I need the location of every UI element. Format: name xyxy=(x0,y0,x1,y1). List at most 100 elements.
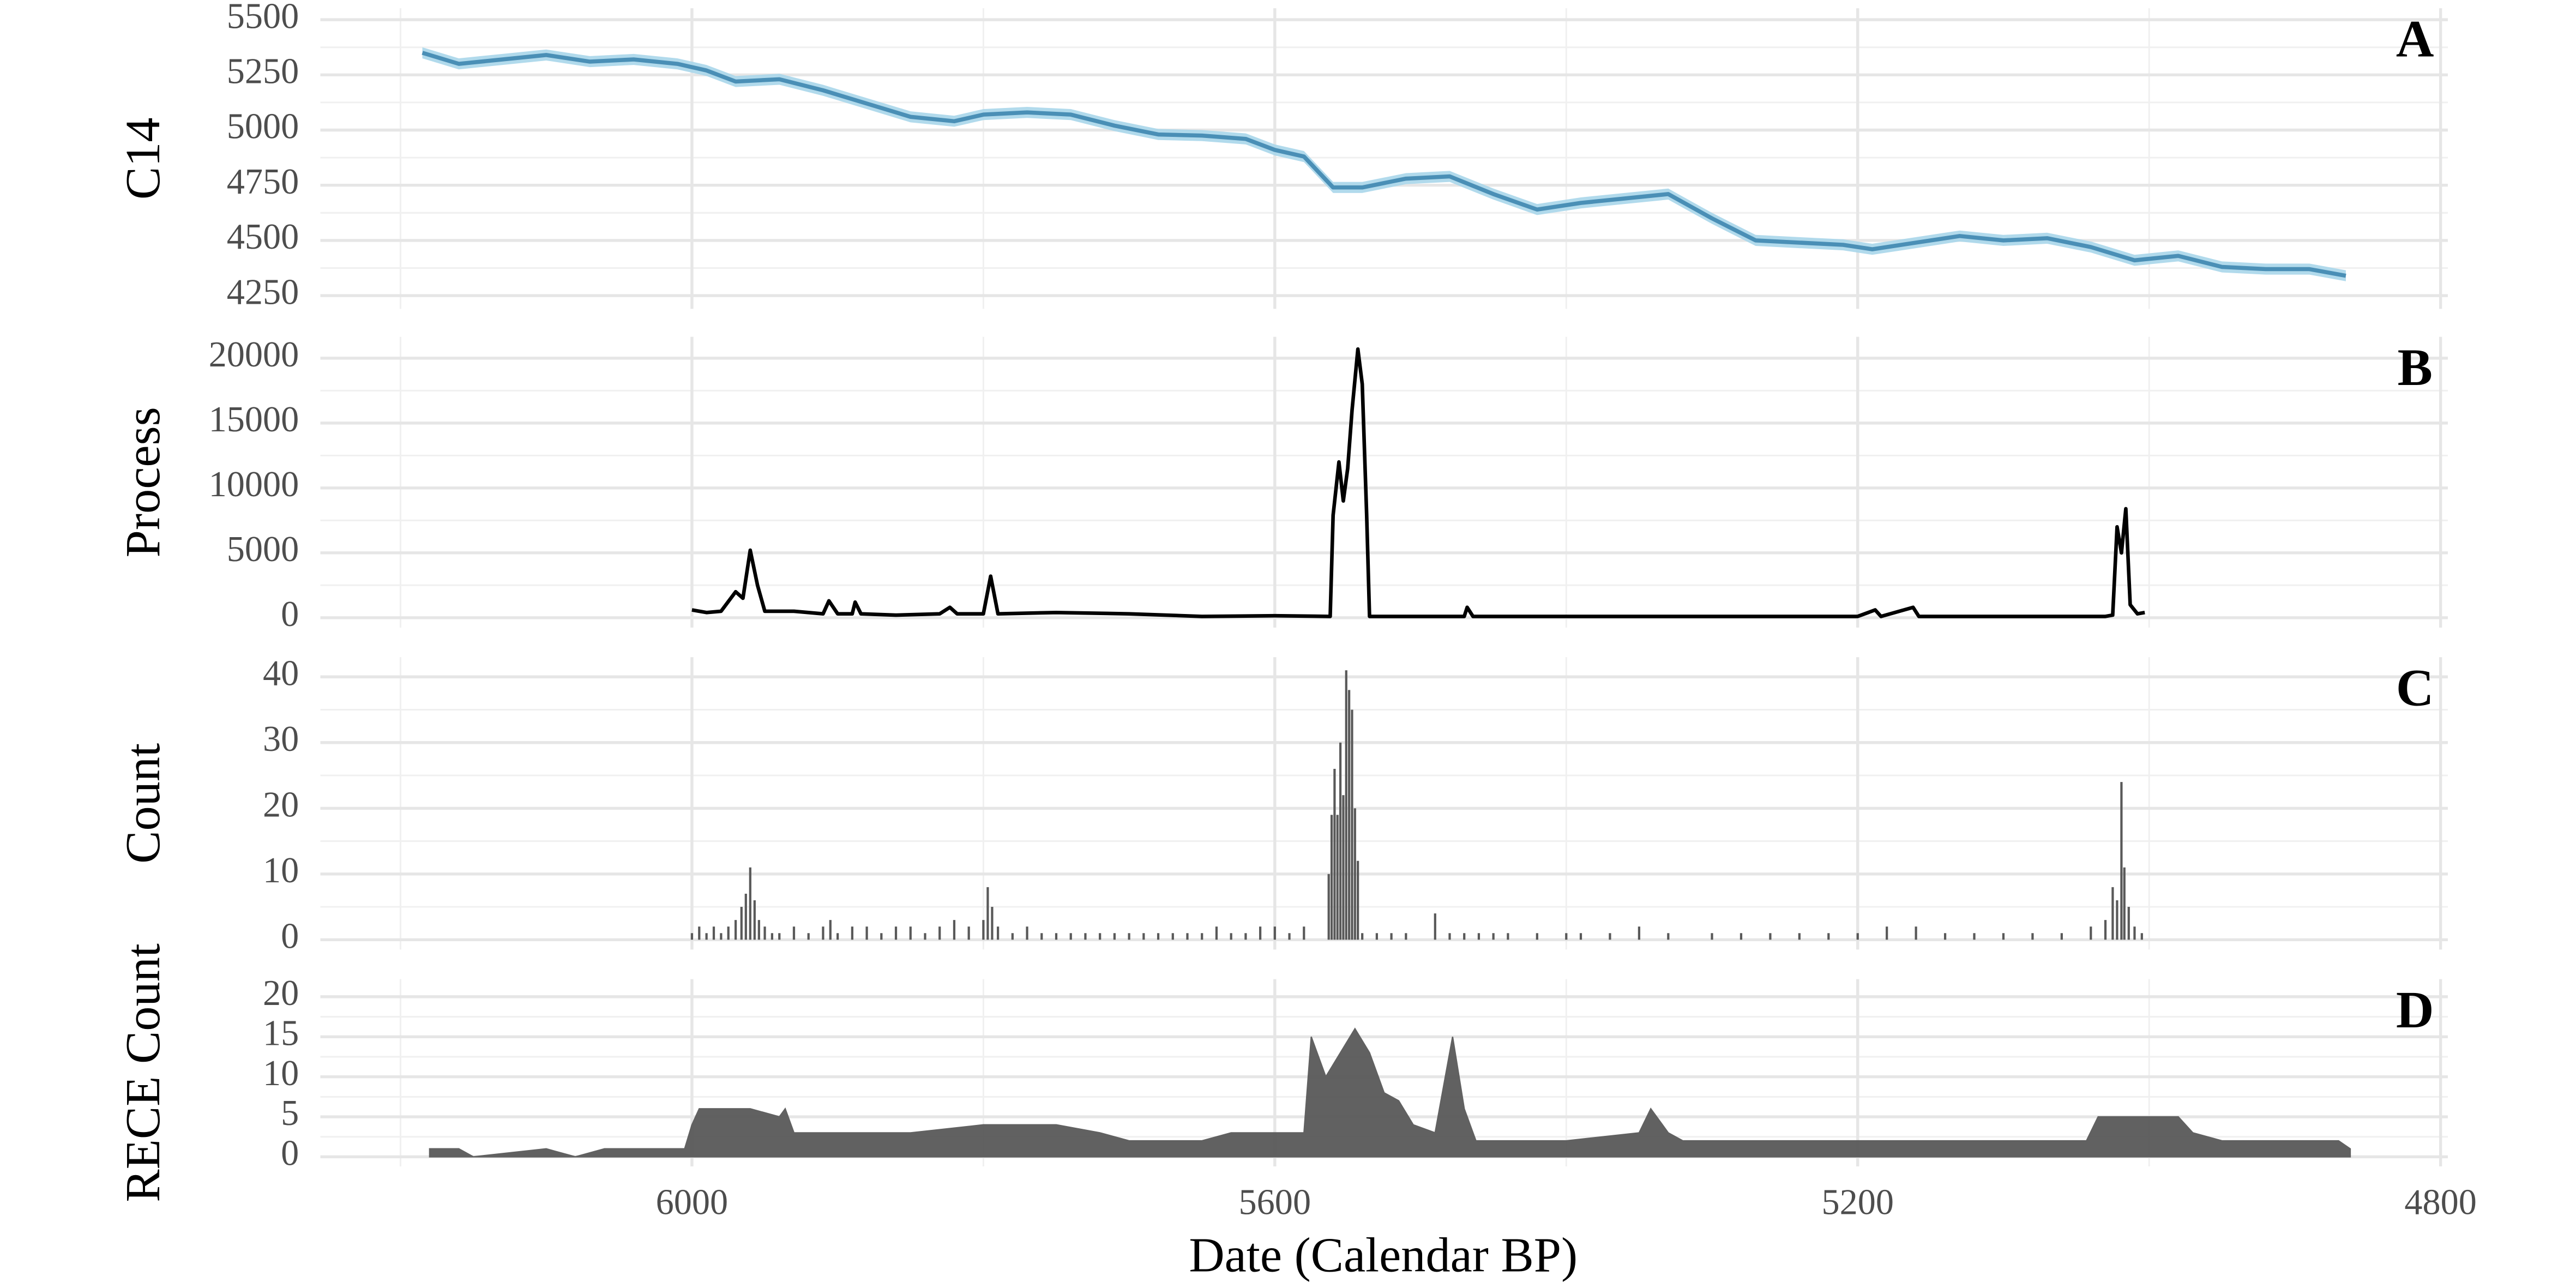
bar xyxy=(865,926,868,940)
bar xyxy=(2104,920,2107,940)
bar xyxy=(1333,768,1336,940)
bar xyxy=(2140,933,2143,940)
bar xyxy=(705,933,708,940)
x-tick-label: 4800 xyxy=(2404,1183,2477,1223)
bar xyxy=(1351,709,1353,940)
bar xyxy=(1915,926,1917,940)
bar xyxy=(1327,874,1330,940)
bar xyxy=(1230,933,1232,940)
panel-label: B xyxy=(2398,338,2433,396)
bar xyxy=(1638,926,1641,940)
bar xyxy=(836,933,839,940)
x-tick-label: 5200 xyxy=(1821,1183,1894,1223)
bar xyxy=(1273,926,1276,940)
y-tick-label: 4750 xyxy=(227,162,299,202)
bar xyxy=(1565,933,1568,940)
bar xyxy=(1303,926,1305,940)
y-tick-label: 5250 xyxy=(227,52,299,92)
bar xyxy=(924,933,926,940)
panel-label: D xyxy=(2396,980,2434,1039)
bar xyxy=(2002,933,2005,940)
bar xyxy=(909,926,912,940)
bar xyxy=(851,926,853,940)
bar xyxy=(953,920,956,940)
bar xyxy=(712,926,715,940)
y-tick-label: 5500 xyxy=(227,0,299,36)
bar xyxy=(1405,933,1407,940)
bar xyxy=(2133,926,2136,940)
bar xyxy=(991,907,994,940)
y-axis-title: RECE Count xyxy=(115,943,170,1202)
bar xyxy=(1055,933,1058,940)
bar xyxy=(1448,933,1451,940)
bar xyxy=(1069,933,1072,940)
bar xyxy=(1099,933,1102,940)
x-tick-label: 6000 xyxy=(656,1183,729,1223)
x-axis-title: Date (Calendar BP) xyxy=(1189,1227,1578,1283)
y-tick-label: 15000 xyxy=(209,400,299,440)
bar xyxy=(1609,933,1611,940)
y-tick-label: 10 xyxy=(263,851,299,890)
y-tick-label: 0 xyxy=(281,1134,299,1173)
bar xyxy=(1288,933,1291,940)
bar xyxy=(2127,907,2130,940)
bar xyxy=(1667,933,1670,940)
panel-label: C xyxy=(2396,659,2434,717)
bar xyxy=(1113,933,1116,940)
bar xyxy=(1201,933,1203,940)
bar xyxy=(1339,742,1342,940)
bar xyxy=(1463,933,1466,940)
bar xyxy=(1579,933,1582,940)
bar xyxy=(1769,933,1772,940)
bar xyxy=(1330,815,1333,940)
y-tick-label: 5 xyxy=(281,1093,299,1133)
bar xyxy=(1492,933,1495,940)
bar xyxy=(763,926,766,940)
bar xyxy=(1128,933,1130,940)
y-tick-label: 10 xyxy=(263,1054,299,1093)
bar xyxy=(1011,933,1014,940)
bar xyxy=(1026,926,1028,940)
bar xyxy=(1943,933,1947,940)
bar xyxy=(1740,933,1743,940)
bar xyxy=(720,933,723,940)
bar xyxy=(1157,933,1160,940)
y-tick-label: 10000 xyxy=(209,465,299,504)
bar xyxy=(1215,926,1218,940)
y-tick-label: 20000 xyxy=(209,335,299,375)
area xyxy=(429,1027,2351,1158)
bar xyxy=(1536,933,1538,940)
bar xyxy=(1357,860,1359,940)
bar xyxy=(807,933,810,940)
bar xyxy=(1856,933,1859,940)
bar xyxy=(1434,913,1436,940)
bar xyxy=(1342,795,1345,940)
bar xyxy=(1507,933,1509,940)
bar xyxy=(2090,926,2092,940)
bar xyxy=(822,926,824,940)
line xyxy=(691,347,2145,618)
y-tick-label: 40 xyxy=(263,653,299,693)
bar xyxy=(727,926,730,940)
y-tick-label: 0 xyxy=(281,594,299,634)
bar xyxy=(1244,933,1247,940)
y-tick-label: 4500 xyxy=(227,217,299,257)
bar xyxy=(1375,933,1378,940)
bar xyxy=(734,920,737,940)
bar xyxy=(1711,933,1713,940)
bar xyxy=(2116,900,2118,940)
bar xyxy=(1390,933,1393,940)
y-tick-label: 20 xyxy=(263,785,299,824)
bar xyxy=(1345,670,1347,940)
bar xyxy=(1084,933,1087,940)
bar xyxy=(698,926,701,940)
bar xyxy=(1040,933,1043,940)
bar xyxy=(1348,690,1351,940)
bar xyxy=(690,933,694,940)
bar xyxy=(749,867,751,940)
bar xyxy=(2123,867,2126,940)
bar xyxy=(1798,933,1801,940)
bar xyxy=(1886,926,1888,940)
bar xyxy=(982,920,985,940)
